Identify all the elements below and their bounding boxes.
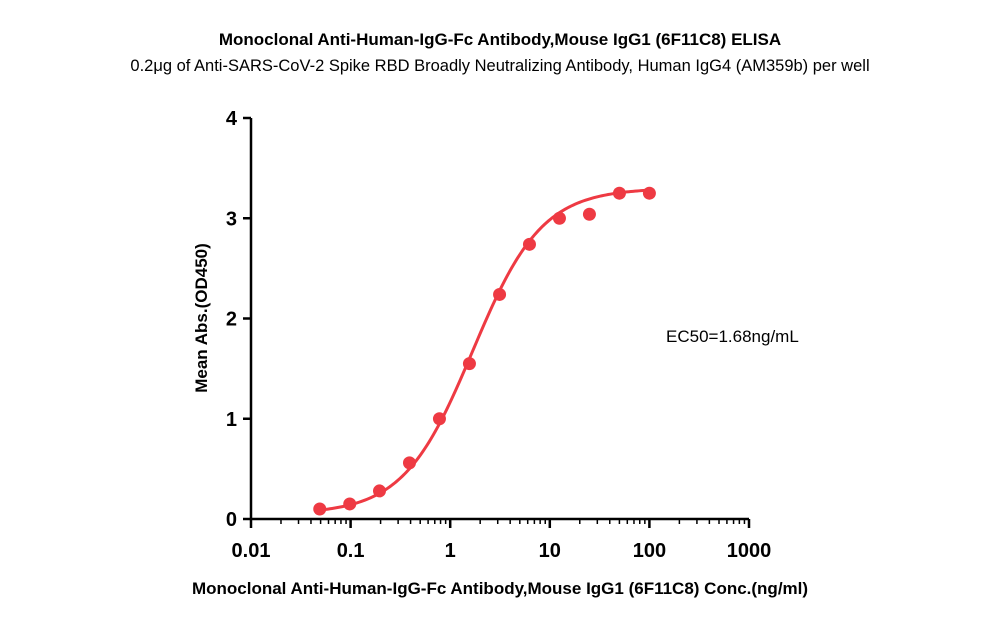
chart-title: Monoclonal Anti-Human-IgG-Fc Antibody,Mo… [218, 30, 782, 49]
y-tick-label: 1 [226, 409, 237, 431]
data-point [462, 357, 476, 371]
y-tick-label: 3 [226, 208, 237, 230]
x-tick-label: 0.1 [337, 540, 365, 562]
fit-curve [319, 188, 650, 512]
data-point [372, 484, 386, 498]
data-point [343, 497, 357, 511]
data-point [612, 186, 626, 200]
data-point [522, 237, 536, 251]
y-tick-label: 4 [226, 108, 238, 130]
data-point [402, 456, 416, 470]
x-tick-label: 1000 [727, 540, 772, 562]
data-point [432, 412, 446, 426]
y-axis-label: Mean Abs.(OD450) [192, 243, 211, 393]
x-tick-label: 0.01 [232, 540, 271, 562]
ec50-annotation: EC50=1.68ng/mL [666, 327, 799, 346]
data-point [313, 502, 327, 516]
fit-curve-layer [319, 188, 650, 512]
data-point [493, 287, 507, 301]
data-point [642, 186, 656, 200]
chart-subtitle: 0.2μg of Anti-SARS-CoV-2 Spike RBD Broad… [130, 57, 870, 75]
y-tick-label: 2 [226, 309, 237, 331]
data-point [582, 207, 596, 221]
axes: 0 1 2 3 4 0.01 0.1 1 10 100 1000 [226, 108, 771, 562]
data-point [552, 211, 566, 225]
x-tick-label: 100 [633, 540, 666, 562]
x-tick-label: 1 [445, 540, 456, 562]
x-tick-label: 10 [539, 540, 561, 562]
y-tick-label: 0 [226, 509, 237, 531]
x-axis-label: Monoclonal Anti-Human-IgG-Fc Antibody,Mo… [191, 579, 809, 598]
data-points-layer [313, 186, 656, 516]
